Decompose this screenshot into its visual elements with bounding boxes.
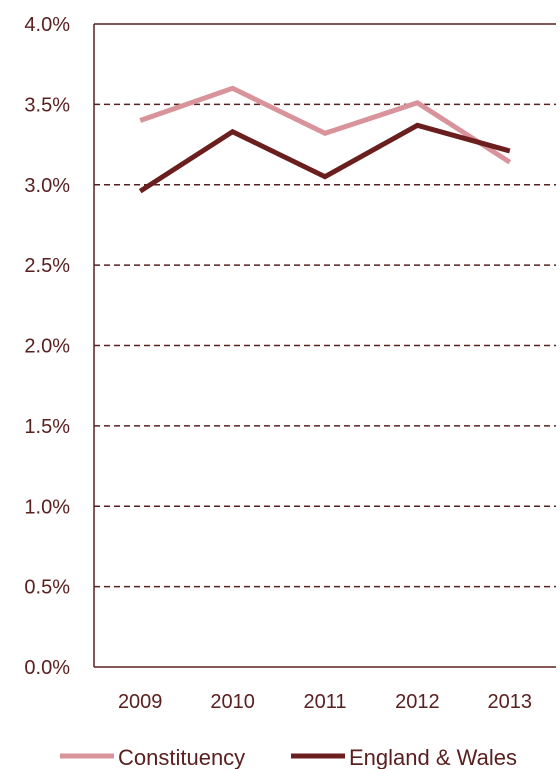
y-tick-label: 2.0% [24,336,70,358]
y-tick-label: 1.0% [24,496,70,518]
gridlines [94,103,556,588]
series-line-constituency [139,85,512,165]
series-line-england-wales [138,122,511,194]
series-lines [138,85,512,194]
x-tick-label: 2012 [395,691,440,713]
legend-label: England & Wales [349,745,517,769]
x-tick-label: 2009 [118,691,163,713]
legend-label: Constituency [118,745,245,769]
y-tick-label: 0.0% [24,657,70,679]
tick-labels: 0.0% 0.5% 1.0% 1.5% 2.0% 2.5% 3.0% 3.5% 4.0% 2009… [24,14,532,713]
y-tick-label: 3.0% [24,175,70,197]
y-tick-label: 2.5% [24,255,70,277]
y-tick-label: 4.0% [24,14,70,36]
y-tick-label: 0.5% [24,577,70,599]
axes [93,23,556,668]
y-tick-label: 1.5% [24,416,70,438]
x-tick-label: 2011 [303,691,346,713]
legend: Constituency England & Wales [60,745,517,769]
x-tick-label: 2010 [210,691,255,713]
y-tick-label: 3.5% [24,94,70,116]
x-tick-label: 2013 [488,691,533,713]
